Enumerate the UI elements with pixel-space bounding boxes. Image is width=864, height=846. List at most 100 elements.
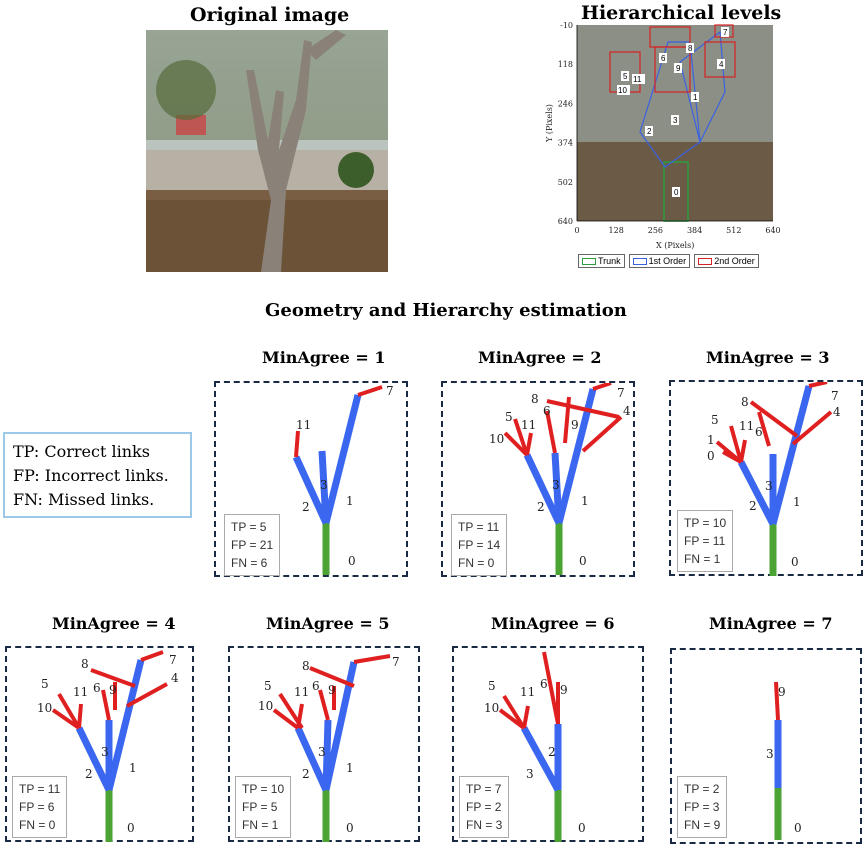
legend-swatch bbox=[698, 257, 713, 265]
stats-box: TP = 11 FP = 6 FN = 0 bbox=[12, 776, 68, 838]
fp-value: FP = 11 bbox=[684, 534, 726, 548]
second-link-6 bbox=[542, 651, 560, 725]
legend-label: Trunk bbox=[598, 256, 621, 266]
link-label: 10 bbox=[484, 701, 499, 715]
link-label: 2 bbox=[85, 767, 93, 781]
second-link-8 bbox=[309, 666, 355, 688]
hier-x-tick: 384 bbox=[687, 226, 702, 235]
link-label: 1 bbox=[346, 494, 354, 508]
link-label: 3 bbox=[552, 478, 560, 492]
legend-label: 2nd Order bbox=[714, 256, 755, 266]
link-label: 8 bbox=[302, 659, 310, 673]
link-label: 8 bbox=[81, 657, 89, 671]
link-label: 2 bbox=[302, 767, 310, 781]
link-label: 11 bbox=[73, 685, 88, 699]
second-link-9 bbox=[563, 396, 571, 444]
link-label: 3 bbox=[766, 747, 774, 761]
link-label: 3 bbox=[765, 479, 773, 493]
hier-x-tick: 0 bbox=[574, 226, 579, 235]
second-link-5 bbox=[57, 692, 81, 730]
tp-value: TP = 11 bbox=[19, 782, 61, 796]
link-label: 7 bbox=[831, 389, 839, 403]
hier-legend-item: Trunk bbox=[578, 254, 625, 268]
legend-swatch bbox=[582, 257, 596, 265]
link-label: 4 bbox=[833, 405, 841, 419]
link-label: 10 bbox=[37, 701, 52, 715]
svg-text:8: 8 bbox=[688, 44, 693, 53]
hier-box-label-11: 11 bbox=[632, 74, 645, 84]
hier-x-axis-label: X (Pixels) bbox=[656, 241, 694, 250]
first-link-3 bbox=[318, 450, 330, 524]
hier-y-tick: 118 bbox=[558, 60, 573, 69]
link-label: 5 bbox=[264, 679, 272, 693]
second-link-8 bbox=[546, 399, 620, 419]
first-link-1 bbox=[769, 385, 813, 525]
link-label: 1 bbox=[129, 761, 137, 775]
link-label: 11 bbox=[296, 418, 311, 432]
legend-fn: FN: Missed links. bbox=[13, 490, 155, 509]
link-label: 8 bbox=[531, 392, 539, 406]
hier-box-label-3: 3 bbox=[671, 115, 679, 125]
fn-value: FN = 1 bbox=[684, 552, 721, 566]
first-link-1 bbox=[105, 659, 145, 791]
link-label: 1 bbox=[346, 761, 354, 775]
link-label: 10 bbox=[258, 699, 273, 713]
second-link-11 bbox=[296, 703, 304, 729]
svg-text:1: 1 bbox=[693, 93, 698, 102]
minagree-5-panel: 0 1 2 3 5 6 7 8 9 10 11 TP = 10 FP = 5 FN = 1 bbox=[228, 646, 420, 842]
second-link-5 bbox=[513, 418, 529, 456]
hier-y-tick: 374 bbox=[558, 139, 573, 148]
hier-y-tick: -10 bbox=[560, 22, 573, 30]
fp-value: FP = 3 bbox=[684, 800, 720, 814]
hier-y-axis-label: Y (Pixels) bbox=[545, 104, 554, 143]
second-link-7 bbox=[808, 382, 828, 388]
svg-text:2: 2 bbox=[647, 127, 652, 136]
hier-box-label-4: 4 bbox=[717, 59, 725, 69]
link-label: 0 bbox=[794, 821, 802, 835]
second-link-6 bbox=[101, 689, 111, 721]
svg-text:3: 3 bbox=[673, 116, 678, 125]
minagree-7-panel: 0 3 9 TP = 2 FP = 3 FN = 9 bbox=[670, 648, 862, 844]
hier-box-label-5: 5 bbox=[621, 71, 629, 81]
hier-x-tick: 512 bbox=[726, 226, 741, 235]
first-link-2 bbox=[737, 460, 777, 526]
tp-value: TP = 11 bbox=[458, 520, 500, 534]
svg-text:6: 6 bbox=[661, 54, 666, 63]
second-link-11 bbox=[522, 705, 530, 729]
panel-title-7: MinAgree = 7 bbox=[709, 614, 833, 633]
link-label: 7 bbox=[169, 653, 177, 667]
second-link-6 bbox=[318, 689, 330, 721]
legend-label: 1st Order bbox=[648, 256, 687, 266]
link-label: 1 bbox=[793, 495, 801, 509]
fp-value: FP = 2 bbox=[466, 800, 502, 814]
second-link-11 bbox=[525, 432, 533, 456]
svg-text:11: 11 bbox=[633, 75, 642, 84]
second-link-6 bbox=[545, 410, 557, 454]
link-label: 9 bbox=[109, 683, 117, 697]
panel-title-3: MinAgree = 3 bbox=[706, 348, 830, 367]
svg-text:9: 9 bbox=[676, 64, 681, 73]
minagree-3-panel: 0 1 2 3 4 5 6 7 8 1 0 11 TP = 10 FP = 11 FN = 1 bbox=[669, 380, 863, 576]
original-image-title: Original image bbox=[190, 4, 350, 26]
hier-y-tick: 246 bbox=[558, 99, 573, 108]
link-label: 9 bbox=[328, 683, 336, 697]
first-link-3 bbox=[551, 452, 563, 524]
fn-value: FN = 9 bbox=[684, 818, 721, 832]
link-label: 10 bbox=[489, 432, 504, 446]
second-link-5 bbox=[502, 694, 526, 730]
metric-legend-box: TP: Correct links FP: Incorrect links. F… bbox=[3, 432, 192, 518]
link-label: 6 bbox=[755, 425, 763, 439]
tp-value: TP = 10 bbox=[242, 782, 285, 796]
second-link-5 bbox=[729, 425, 743, 463]
second-link-4 bbox=[791, 410, 833, 446]
second-link-10 bbox=[498, 708, 526, 730]
first-link-3 bbox=[520, 726, 562, 792]
stats-box: TP = 2 FP = 3 FN = 9 bbox=[677, 776, 728, 838]
link-label: 5 bbox=[711, 413, 719, 427]
link-label: 4 bbox=[623, 404, 631, 418]
link-label: 0 bbox=[346, 821, 354, 835]
fn-value: FN = 6 bbox=[231, 556, 268, 570]
link-label: 5 bbox=[41, 677, 49, 691]
second-link-7 bbox=[357, 385, 383, 397]
first-link-2 bbox=[292, 455, 330, 525]
